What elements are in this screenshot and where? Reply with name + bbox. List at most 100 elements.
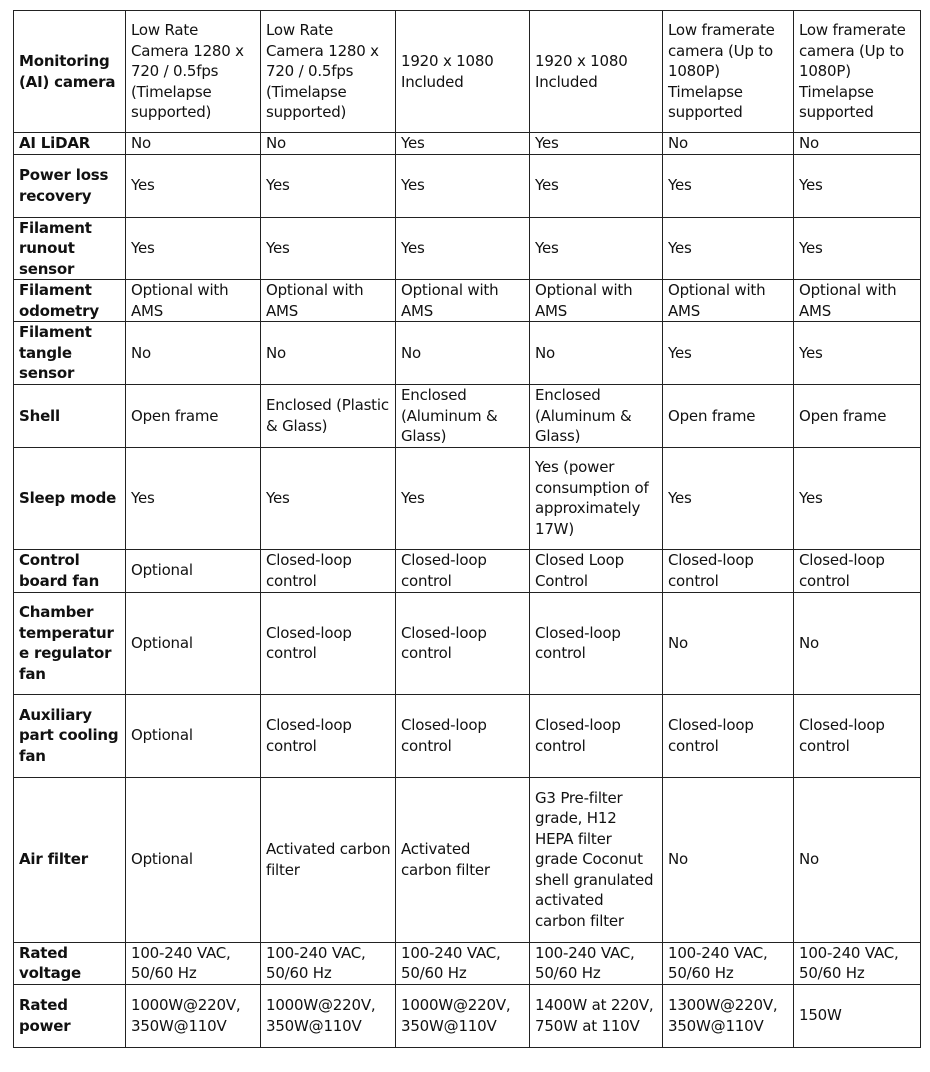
- table-cell: Yes: [395, 216, 530, 280]
- table-cell: No: [662, 591, 794, 695]
- table-row: Monitoring (AI) camera Low Rate Camera 12…: [13, 10, 921, 133]
- table-cell: Yes: [662, 321, 794, 385]
- table-cell: Low framerate camera (Up to 1080P) Timel…: [662, 10, 794, 133]
- table-row: Shell Open frame Enclosed (Plastic & Glass…: [13, 384, 921, 448]
- row-label: Monitoring (AI) camera: [13, 10, 126, 133]
- table-cell: Closed-loop control: [793, 548, 921, 593]
- table-cell: No: [662, 776, 794, 943]
- table-cell: Optional with AMS: [529, 279, 663, 322]
- table-cell: G3 Pre-filter grade, H12 HEPA filter gra…: [529, 776, 663, 943]
- table-cell: 100-240 VAC, 50/60 Hz: [793, 941, 921, 985]
- table-cell: Low Rate Camera 1280 x 720 / 0.5fps (Tim…: [260, 10, 396, 133]
- table-cell: No: [662, 132, 794, 155]
- table-cell: Yes: [793, 216, 921, 280]
- table-cell: Yes: [395, 132, 530, 155]
- table-cell: Closed-loop control: [662, 548, 794, 593]
- table-cell: Yes: [260, 153, 396, 218]
- table-cell: Closed-loop control: [260, 548, 396, 593]
- table-row: Air filter Optional Activated carbon filte…: [13, 776, 921, 943]
- table-cell: 100-240 VAC, 50/60 Hz: [125, 941, 261, 985]
- table-cell: Yes: [793, 153, 921, 218]
- table-cell: 100-240 VAC, 50/60 Hz: [662, 941, 794, 985]
- row-label: Filament odometry: [13, 279, 126, 322]
- table-cell: Activated carbon filter: [260, 776, 396, 943]
- table-cell: Enclosed (Aluminum & Glass): [529, 384, 663, 448]
- table-cell: Yes: [395, 153, 530, 218]
- table-cell: Closed-loop control: [529, 693, 663, 778]
- table-cell: Open frame: [662, 384, 794, 448]
- table-cell: Open frame: [125, 384, 261, 448]
- table-cell: No: [395, 321, 530, 385]
- table-cell: Yes: [125, 153, 261, 218]
- table-cell: Yes: [793, 446, 921, 550]
- row-label: Power loss recovery: [13, 153, 126, 218]
- table-cell: No: [793, 591, 921, 695]
- table-row: Control board fan Optional Closed-loop con…: [13, 548, 921, 593]
- table-row: Filament tangle sensor No No No No Yes Yes: [13, 321, 921, 385]
- table-row: Rated voltage 100-240 VAC, 50/60 Hz 100-24…: [13, 941, 921, 985]
- table-row: Filament odometry Optional with AMS Option…: [13, 279, 921, 322]
- table-cell: 100-240 VAC, 50/60 Hz: [395, 941, 530, 985]
- table-row: AI LiDAR No No Yes Yes No No: [13, 132, 921, 155]
- spec-comparison-table: Monitoring (AI) camera Low Rate Camera 12…: [13, 10, 921, 1048]
- table-cell: Closed-loop control: [793, 693, 921, 778]
- table-cell: No: [125, 132, 261, 155]
- table-cell: 1920 x 1080 Included: [395, 10, 530, 133]
- table-cell: Yes: [662, 153, 794, 218]
- table-cell: Optional: [125, 776, 261, 943]
- table-cell: Yes: [260, 216, 396, 280]
- row-label: Rated power: [13, 983, 126, 1048]
- table-cell: 150W: [793, 983, 921, 1048]
- table-row: Sleep mode Yes Yes Yes Yes (power consumptio…: [13, 446, 921, 550]
- table-cell: Low framerate camera (Up to 1080P) Timel…: [793, 10, 921, 133]
- table-cell: Optional with AMS: [260, 279, 396, 322]
- table-cell: Closed-loop control: [395, 693, 530, 778]
- table-cell: Closed-loop control: [260, 693, 396, 778]
- table-cell: 1300W@220V, 350W@110V: [662, 983, 794, 1048]
- table-cell: Optional: [125, 591, 261, 695]
- table-cell: No: [793, 132, 921, 155]
- table-cell: Yes: [793, 321, 921, 385]
- table-cell: No: [793, 776, 921, 943]
- table-cell: No: [260, 321, 396, 385]
- table-cell: Yes (power consumption of approximately …: [529, 446, 663, 550]
- table-row: Rated power 1000W@220V, 350W@110V 1000W@22…: [13, 983, 921, 1048]
- table-cell: Yes: [662, 216, 794, 280]
- table-cell: Open frame: [793, 384, 921, 448]
- table-cell: 1000W@220V, 350W@110V: [395, 983, 530, 1048]
- row-label: Control board fan: [13, 548, 126, 593]
- row-label: Sleep mode: [13, 446, 126, 550]
- table-cell: Closed-loop control: [662, 693, 794, 778]
- table-cell: 1920 x 1080 Included: [529, 10, 663, 133]
- row-label: Rated voltage: [13, 941, 126, 985]
- table-cell: Yes: [260, 446, 396, 550]
- row-label: Shell: [13, 384, 126, 448]
- table-cell: 1000W@220V, 350W@110V: [125, 983, 261, 1048]
- row-label: Chamber temperature regulator fan: [13, 591, 126, 695]
- table-cell: Activated carbon filter: [395, 776, 530, 943]
- table-cell: Enclosed (Plastic & Glass): [260, 384, 396, 448]
- table-cell: Closed Loop Control: [529, 548, 663, 593]
- table-cell: Closed-loop control: [395, 548, 530, 593]
- table-cell: Yes: [529, 153, 663, 218]
- row-label: AI LiDAR: [13, 132, 126, 155]
- table-cell: Yes: [125, 446, 261, 550]
- table-cell: 1000W@220V, 350W@110V: [260, 983, 396, 1048]
- table-cell: Closed-loop control: [395, 591, 530, 695]
- table-cell: Yes: [125, 216, 261, 280]
- table-cell: Closed-loop control: [529, 591, 663, 695]
- table-cell: 100-240 VAC, 50/60 Hz: [529, 941, 663, 985]
- table-cell: No: [125, 321, 261, 385]
- table-cell: No: [529, 321, 663, 385]
- table-cell: Optional with AMS: [662, 279, 794, 322]
- table-cell: Optional with AMS: [125, 279, 261, 322]
- row-label: Filament runout sensor: [13, 216, 126, 280]
- row-label: Filament tangle sensor: [13, 321, 126, 385]
- table-cell: 1400W at 220V, 750W at 110V: [529, 983, 663, 1048]
- table-row: Filament runout sensor Yes Yes Yes Yes Yes Yes: [13, 216, 921, 280]
- table-cell: Low Rate Camera 1280 x 720 / 0.5fps (Tim…: [125, 10, 261, 133]
- table-cell: Optional with AMS: [395, 279, 530, 322]
- table-cell: Yes: [529, 132, 663, 155]
- table-cell: Yes: [529, 216, 663, 280]
- row-label: Air filter: [13, 776, 126, 943]
